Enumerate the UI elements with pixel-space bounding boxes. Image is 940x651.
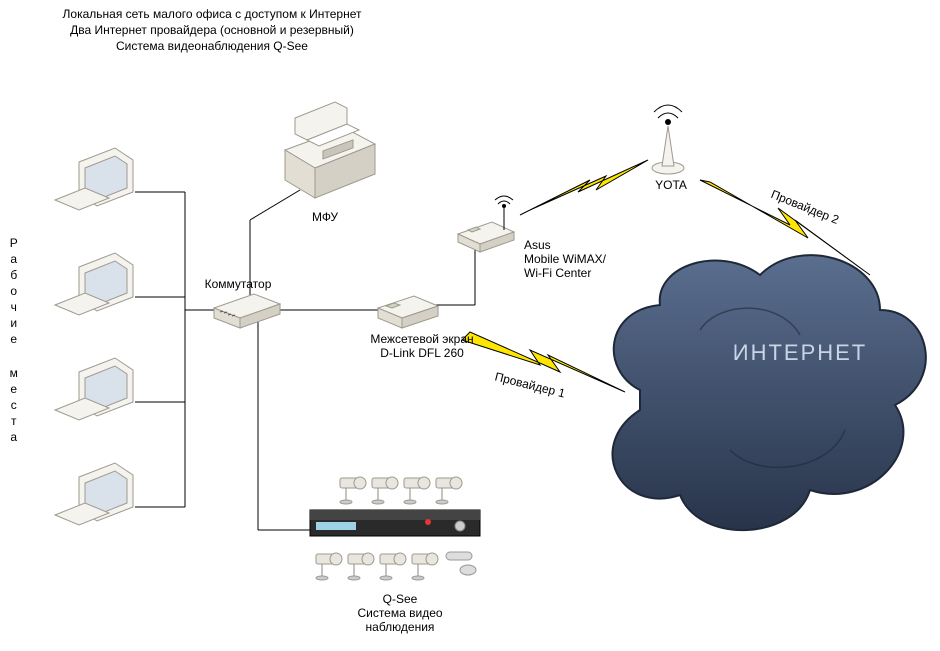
firewall-label-2: D-Link DFL 260 xyxy=(352,346,492,360)
yota-label: YOTA xyxy=(646,178,696,192)
pc-2 xyxy=(55,253,133,315)
cloud-label: ИНТЕРНЕТ xyxy=(700,340,900,366)
asus-label-3: Wi-Fi Center xyxy=(524,266,634,280)
pc-1 xyxy=(55,148,133,210)
qsee-label-2: Система видео xyxy=(340,606,460,620)
switch-label: Коммутатор xyxy=(198,277,278,291)
asus-label-1: Asus xyxy=(524,238,634,252)
firewall-icon xyxy=(378,296,438,328)
qsee-label-1: Q-See xyxy=(340,592,460,606)
qsee-label: Q-See Система видео наблюдения xyxy=(340,592,460,634)
pc-3 xyxy=(55,358,133,420)
internet-cloud xyxy=(613,255,926,530)
yota-antenna-icon xyxy=(652,105,684,174)
pc-4 xyxy=(55,463,133,525)
workstation-group xyxy=(55,148,133,525)
mfu-label: МФУ xyxy=(300,210,350,224)
switch-icon xyxy=(214,294,280,328)
qsee-label-3: наблюдения xyxy=(340,620,460,634)
firewall-label: Межсетевой экран D-Link DFL 260 xyxy=(352,332,492,360)
mfu-icon xyxy=(285,102,375,198)
asus-router-icon xyxy=(458,196,514,252)
firewall-label-1: Межсетевой экран xyxy=(352,332,492,346)
asus-label-2: Mobile WiMAX/ xyxy=(524,252,634,266)
diagram-svg xyxy=(0,0,940,651)
asus-label: Asus Mobile WiMAX/ Wi-Fi Center xyxy=(524,238,634,280)
diagram-canvas: Локальная сеть малого офиса с доступом к… xyxy=(0,0,940,651)
qsee-icon xyxy=(310,477,480,580)
